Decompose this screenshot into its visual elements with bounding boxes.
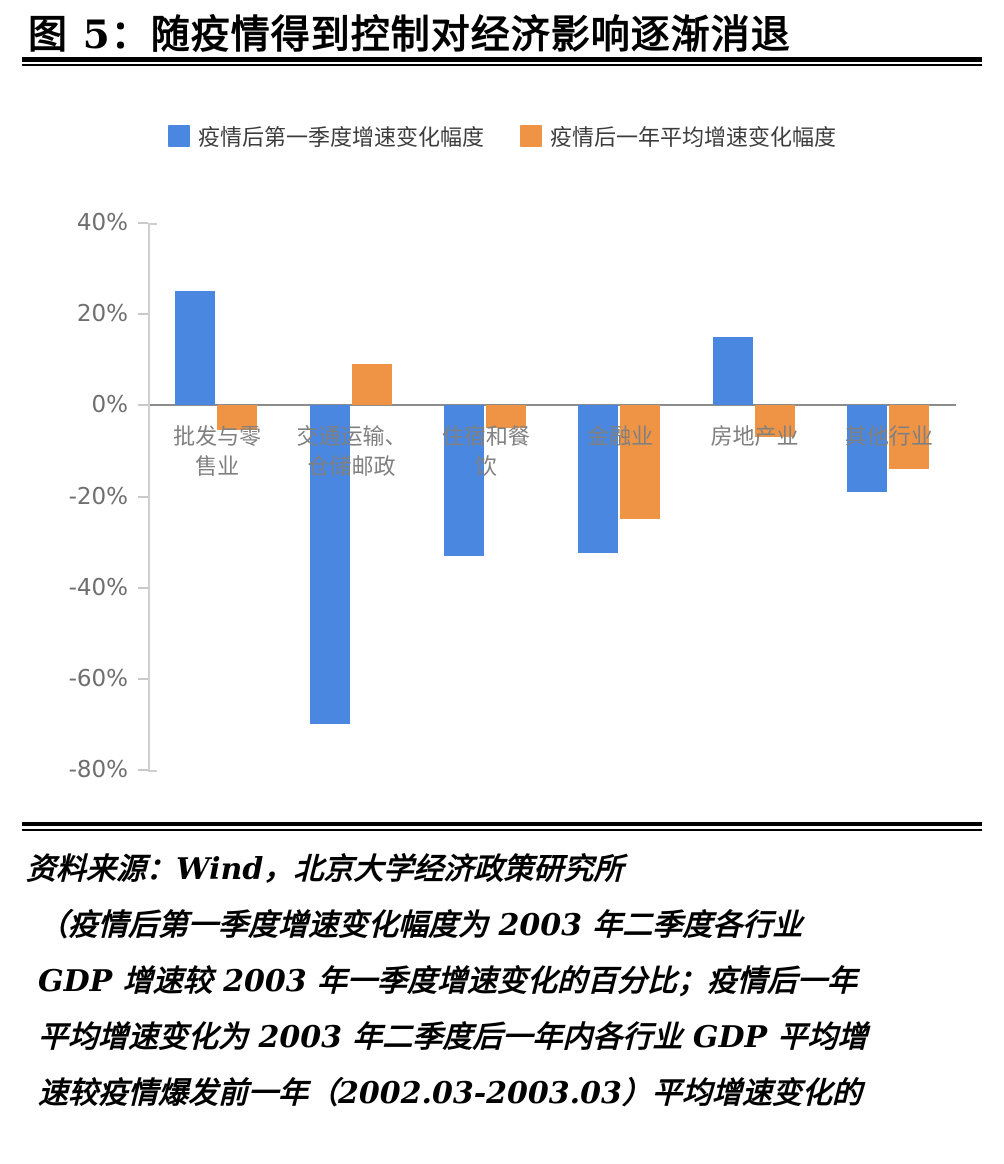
legend-item-series-1[interactable]: 疫情后第一季度增速变化幅度: [167, 120, 484, 152]
y-axis-tick-label: -20%: [68, 483, 128, 510]
chart-plot-area: 40% 20% 0% -20% -40% -60% -80% 批发与零 售业 交通运输、 仓储邮政…: [60, 205, 960, 805]
y-axis-tick-label: -40%: [68, 574, 128, 601]
source-note: 资料来源：Wind，北京大学经济政策研究所 （疫情后第一季度增速变化幅度为 200…: [26, 842, 978, 1122]
y-axis-tick: [138, 313, 148, 316]
bar[interactable]: [351, 364, 392, 406]
y-axis-tick: [138, 404, 148, 407]
legend-label-series-2: 疫情后一年平均增速变化幅度: [550, 126, 837, 151]
square-swatch-icon: [520, 125, 542, 147]
footer-rule-thick: [22, 822, 982, 826]
y-axis-tick-labels: 40% 20% 0% -20% -40% -60% -80%: [60, 205, 132, 805]
y-axis-tick-label: 20%: [76, 301, 128, 328]
source-note-line: （疫情后第一季度增速变化幅度为 2003 年二季度各行业: [38, 908, 803, 943]
square-swatch-icon: [167, 125, 190, 147]
source-note-line: GDP 增速较 2003 年一季度增速变化的百分比；疫情后一年: [38, 964, 858, 999]
figure-title-block: 图 5：随疫情得到控制对经济影响逐渐消退: [0, 0, 1004, 66]
y-axis-spine: [148, 223, 150, 770]
y-axis-tick: [138, 769, 148, 771]
footer-rule-thin: [22, 829, 982, 831]
y-axis-tick: [138, 222, 148, 224]
y-axis-tick-label: -80%: [68, 757, 128, 783]
bar[interactable]: [846, 405, 887, 492]
bar[interactable]: [578, 405, 619, 554]
bar[interactable]: [175, 291, 216, 406]
zero-baseline: [150, 404, 956, 407]
bar[interactable]: [217, 405, 258, 431]
title-rule-thin: [22, 64, 982, 66]
title-rule-thick: [22, 57, 982, 62]
bar[interactable]: [485, 405, 526, 429]
legend-item-series-2[interactable]: 疫情后一年平均增速变化幅度: [520, 120, 836, 152]
y-axis-tick: [138, 586, 148, 589]
source-note-line: 资料来源：Wind，北京大学经济政策研究所: [26, 852, 624, 887]
bar[interactable]: [620, 405, 661, 520]
y-axis-tick-label: -60%: [68, 665, 128, 692]
y-axis-cap-bottom: [148, 770, 157, 772]
source-note-line: 速较疫情爆发前一年（2002.03-2003.03）平均增速变化的: [38, 1076, 862, 1111]
bar[interactable]: [309, 405, 350, 725]
y-axis-tick: [138, 495, 148, 498]
bar[interactable]: [888, 405, 929, 470]
page-title: 图 5：随疫情得到控制对经济影响逐渐消退: [28, 12, 791, 58]
bar-series-container: [150, 205, 956, 805]
y-axis-ticks: [138, 205, 148, 805]
chart-legend: 疫情后第一季度增速变化幅度 疫情后一年平均增速变化幅度: [0, 120, 1004, 152]
bar[interactable]: [712, 336, 753, 406]
source-note-line: 平均增速变化为 2003 年二季度后一年内各行业 GDP 平均增: [38, 1020, 868, 1055]
y-axis-tick-label: 40%: [76, 210, 128, 236]
y-axis-tick-label: 0%: [91, 392, 129, 419]
legend-label-series-1: 疫情后第一季度增速变化幅度: [197, 126, 484, 151]
bar[interactable]: [754, 405, 795, 438]
y-axis-cap-top: [148, 223, 157, 225]
bar[interactable]: [443, 405, 484, 556]
y-axis-tick: [138, 677, 148, 680]
